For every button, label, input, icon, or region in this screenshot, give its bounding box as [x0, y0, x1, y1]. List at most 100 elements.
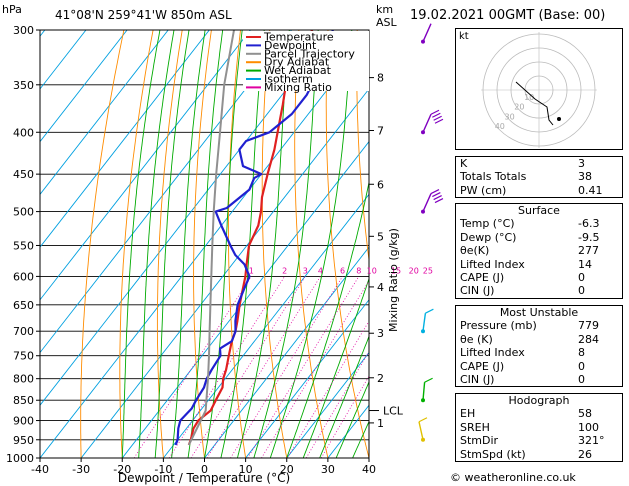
wet-adiabat-line: [319, 335, 369, 458]
mixing-ratio-label: 8: [356, 266, 361, 275]
credit-text: © weatheronline.co.uk: [450, 471, 576, 484]
hodograph-kt-label: kt: [459, 31, 469, 42]
km-tick-label: 7: [377, 124, 384, 137]
surface-theta-row: θe(K) 277: [456, 244, 622, 257]
hodograph-ring-label: 10: [524, 93, 534, 102]
wet-adiabat-line: [286, 180, 369, 458]
isotherm-line: [40, 35, 369, 458]
dry-adiabat-line: [261, 30, 288, 458]
km-tick-label: 3: [377, 327, 384, 340]
isotherm-line: [80, 88, 369, 458]
surface-cin-value: 0: [578, 284, 585, 298]
surface-cin-row: CIN (J) 0: [456, 284, 622, 297]
mixing-ratio-label: 25: [423, 266, 433, 275]
stmdir-value: 321°: [578, 434, 605, 448]
mu-theta-value: 284: [578, 332, 599, 346]
hodograph-point: [557, 117, 561, 121]
date-title: 19.02.2021 00GMT (Base: 00): [410, 8, 606, 23]
dry-adiabat-line: [156, 30, 183, 458]
mu-cape-label: CAPE (J): [460, 359, 505, 373]
wind-barb: [422, 23, 432, 42]
wet-adiabat-line: [204, 30, 243, 458]
pressure-tick-label: 1000: [6, 452, 34, 465]
surface-cape-label: CAPE (J): [460, 271, 505, 285]
mixing-ratio-label: 15: [391, 266, 401, 275]
surface-table: Surface Temp (°C) -6.3 Dewp (°C) -9.5 θe(K…: [455, 203, 623, 299]
legend-label: Parcel Trajectory: [264, 47, 355, 60]
surface-temp-label: Temp (°C): [460, 217, 515, 231]
surface-title: Surface: [518, 204, 560, 217]
wind-barb-dot: [421, 39, 425, 44]
tt-value: 38: [578, 170, 592, 184]
dry-adiabat-line: [193, 30, 212, 458]
mixing-ratio-line: [261, 280, 369, 458]
mixing-ratio-line: [190, 276, 306, 458]
hodograph-ring-label: 30: [505, 112, 515, 121]
pressure-tick-label: 500: [13, 206, 34, 219]
surface-theta-value: 277: [578, 244, 599, 258]
temp-tick-label: -10: [154, 463, 172, 476]
mu-theta-row: θe (K) 284: [456, 333, 622, 346]
wet-adiabat-line: [154, 30, 190, 458]
wet-adiabat-line: [335, 380, 369, 458]
temp-tick-label: 10: [239, 463, 253, 476]
y-axis-title-mixing: Mixing Ratio (g/kg): [387, 228, 400, 332]
wind-barb-dot: [421, 398, 425, 403]
isotherm-line: [163, 193, 369, 458]
location-title: 41°08'N 259°41'W 850m ASL: [55, 8, 232, 22]
pressure-tick-label: 300: [13, 24, 34, 37]
wet-adiabat-line: [236, 30, 290, 458]
hodograph-trace: [515, 81, 554, 126]
wind-barb-flag: [433, 115, 442, 121]
wet-adiabat-line: [121, 30, 161, 458]
mu-cape-row: CAPE (J) 0: [456, 360, 622, 373]
isotherm-line: [40, 30, 251, 301]
asl-label: ASL: [376, 16, 398, 29]
sreh-value: 100: [578, 420, 599, 434]
wind-barb-flag: [434, 118, 444, 124]
stmspd-row: StmSpd (kt) 26: [456, 448, 622, 461]
isotherm-line: [40, 30, 210, 248]
km-tick-label: 1: [377, 417, 384, 430]
pressure-tick-label: 550: [13, 239, 34, 252]
pressure-tick-label: 900: [13, 415, 34, 428]
wind-barb: [422, 113, 432, 133]
stmspd-value: 26: [578, 447, 592, 461]
mixing-ratio-line: [230, 276, 343, 458]
dry-adiabat-line: [80, 30, 125, 458]
mu-li-label: Lifted Index: [460, 346, 525, 360]
k-value: 3: [578, 157, 585, 170]
parcel-trajectory-line: [187, 30, 235, 446]
km-tick-label: 4: [377, 281, 384, 294]
wind-barb: [418, 421, 424, 440]
pw-row: PW (cm) 0.41: [456, 184, 622, 197]
mu-pres-value: 779: [578, 319, 599, 333]
mixing-ratio-line: [320, 375, 369, 458]
profile-series: [174, 30, 334, 446]
pressure-tick-label: 750: [13, 350, 34, 363]
mu-cin-label: CIN (J): [460, 373, 495, 387]
wind-barb-flag: [432, 112, 441, 118]
eh-row: EH 58: [456, 407, 622, 420]
mu-cin-row: CIN (J) 0: [456, 373, 622, 386]
dry-adiabat-line: [356, 30, 369, 264]
wind-barb-dot: [421, 329, 425, 334]
wet-adiabat-line: [253, 30, 319, 458]
mixing-ratio-line: [168, 276, 285, 458]
pressure-tick-label: 650: [13, 299, 34, 312]
surface-dewp-label: Dewp (°C): [460, 230, 517, 244]
wet-adiabat-line: [187, 30, 224, 458]
eh-value: 58: [578, 407, 592, 421]
most-unstable-title: Most Unstable: [499, 306, 579, 319]
mu-cape-value: 0: [578, 359, 585, 373]
wind-barb-flag: [430, 109, 440, 115]
dry-adiabat-line: [228, 30, 247, 458]
mixing-ratio-line: [206, 276, 321, 458]
wind-barb-dot: [421, 130, 425, 135]
eh-label: EH: [460, 407, 476, 421]
lcl-label: LCL: [383, 405, 404, 418]
